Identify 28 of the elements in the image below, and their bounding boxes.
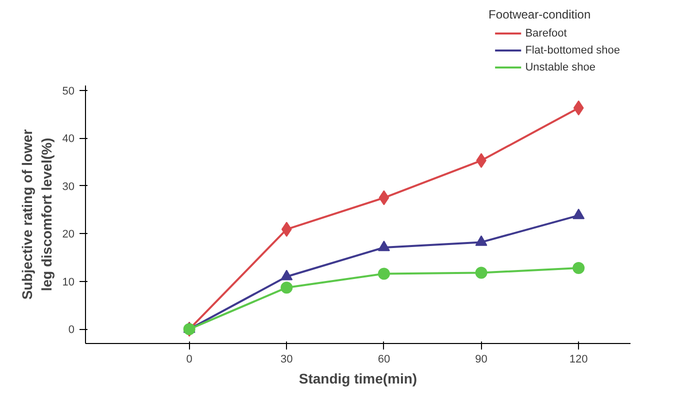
point <box>378 268 390 280</box>
y-axis-title: Subjective rating of lower leg discomfort level(%) <box>19 128 54 300</box>
point <box>475 266 488 279</box>
y-tick-label: 50 <box>62 85 75 98</box>
legend-label: Flat-bottomed shoe <box>525 44 620 56</box>
legend-title: Footwear-condition <box>488 8 591 22</box>
legend-label: Unstable shoe <box>525 62 596 74</box>
x-tick-label: 90 <box>475 354 488 366</box>
point <box>572 208 585 220</box>
point <box>378 240 390 252</box>
y-tick-label: 20 <box>62 228 75 241</box>
y-tick-label: 30 <box>62 180 75 193</box>
point <box>378 190 390 206</box>
x-tick-label: 0 <box>186 354 192 366</box>
x-tick-label: 30 <box>280 354 293 366</box>
point <box>573 100 584 116</box>
legend-label: Barefoot <box>525 28 567 40</box>
y-tick-label: 10 <box>62 276 75 288</box>
point <box>280 282 293 294</box>
point <box>475 235 488 246</box>
point <box>281 222 292 237</box>
y-tick-label: 40 <box>62 133 75 146</box>
point <box>572 262 585 274</box>
y-tick-label: 0 <box>68 324 75 336</box>
x-tick-label: 60 <box>378 354 390 366</box>
point <box>280 270 293 280</box>
x-axis-title: Standig time(min) <box>298 370 418 386</box>
x-tick-label: 120 <box>569 354 588 366</box>
